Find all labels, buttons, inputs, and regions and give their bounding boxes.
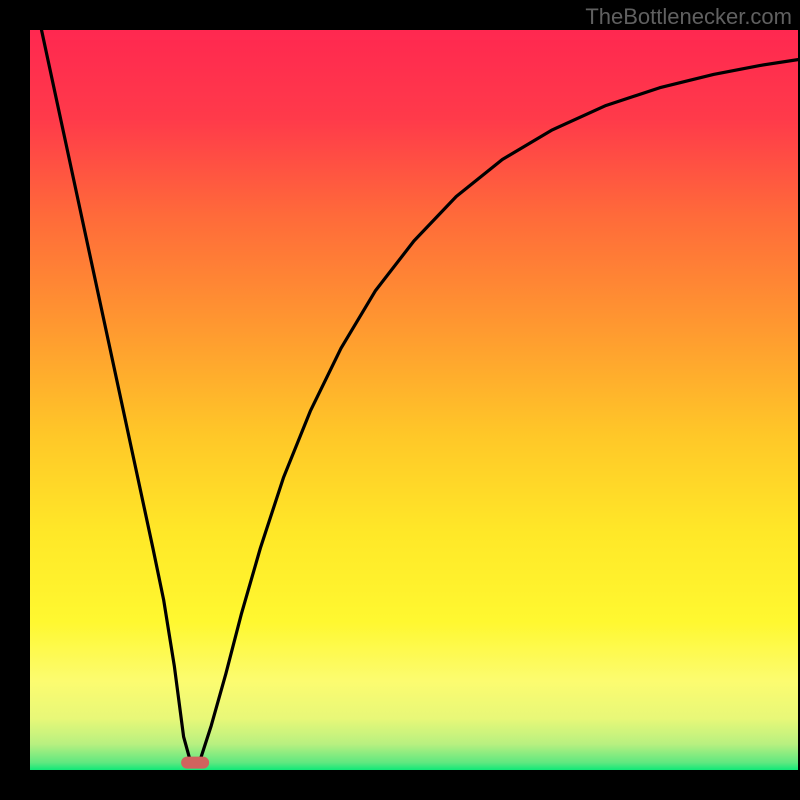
optimal-marker (181, 757, 209, 769)
bottleneck-curve (42, 30, 798, 759)
bottleneck-chart: TheBottlenecker.com (0, 0, 800, 800)
plot-area (30, 30, 798, 770)
curve-layer (30, 30, 798, 770)
watermark-text: TheBottlenecker.com (585, 4, 792, 30)
